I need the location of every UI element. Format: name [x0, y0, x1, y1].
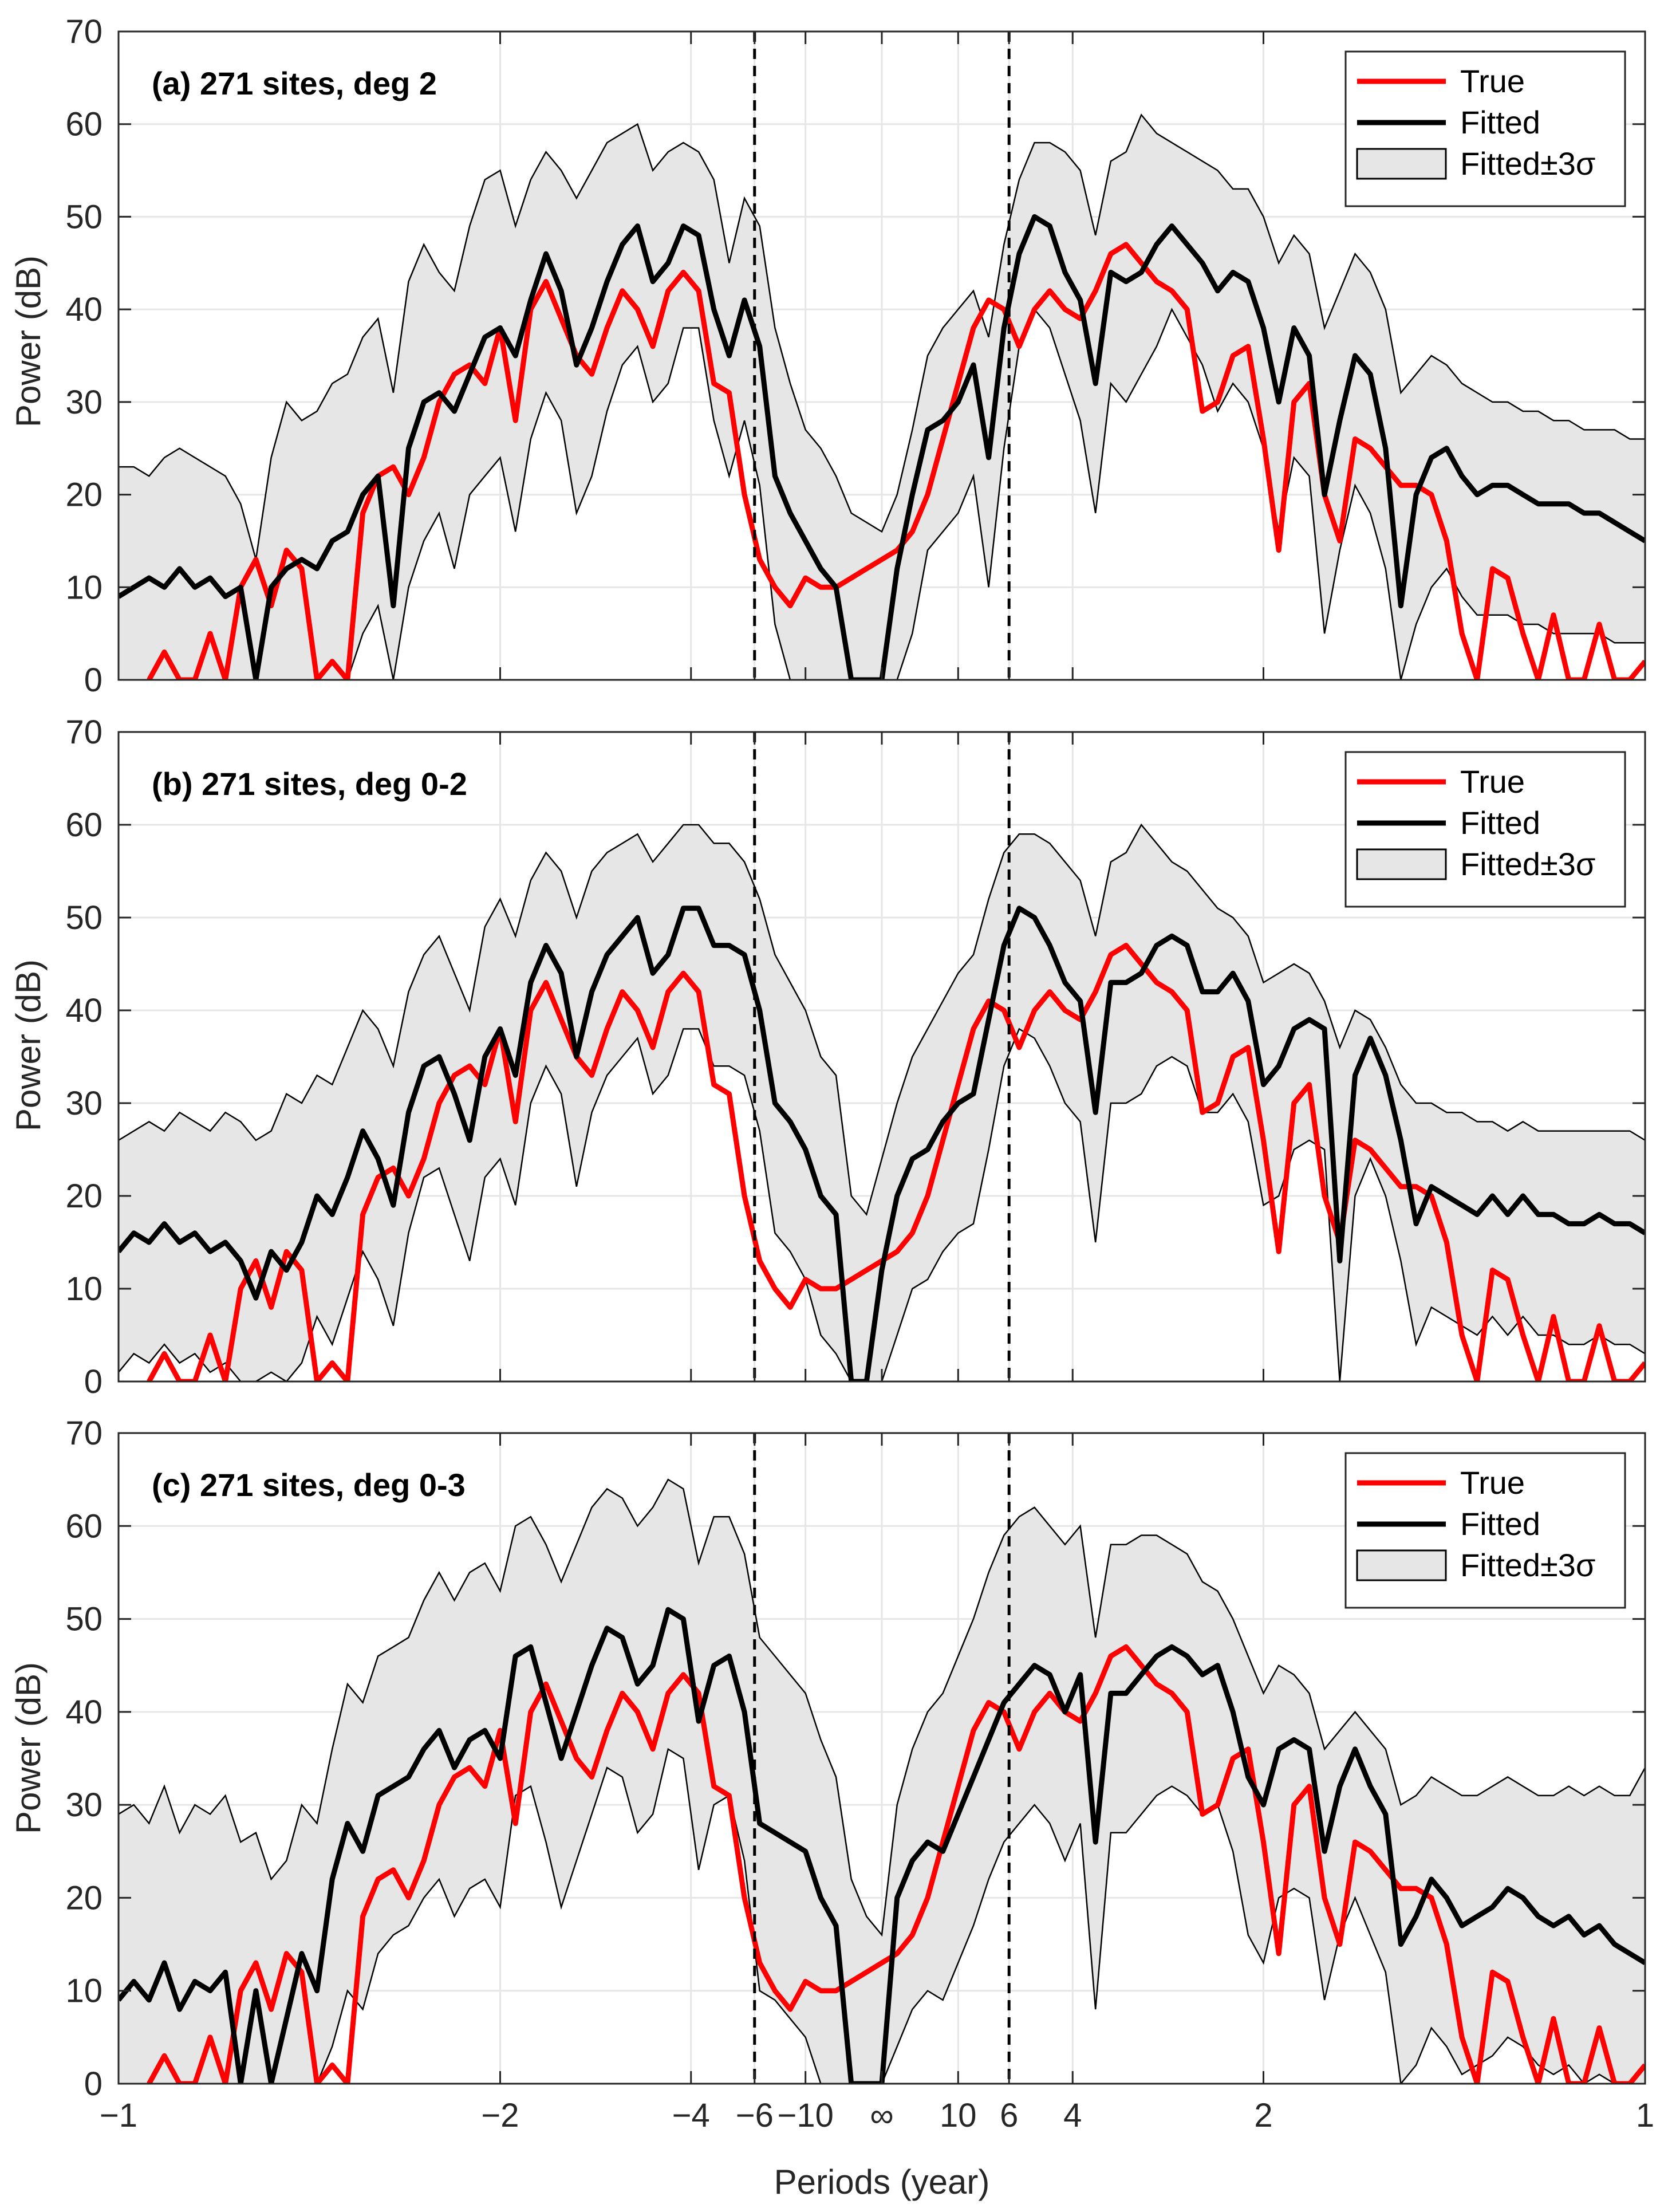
y-tick-label: 30 [65, 1786, 102, 1824]
panel-a: 0 10 20 30 40 50 60 70 (a) 271 sites, deg 2 True F… [65, 13, 1646, 699]
y-tick-label: 60 [65, 1508, 102, 1545]
y-axis-label-c: Power (dB) [9, 1662, 48, 1834]
x-tick-label: −10 [778, 2097, 834, 2134]
x-tick-label: 10 [940, 2097, 977, 2134]
y-tick-label: 60 [65, 106, 102, 143]
series-fitted-line [119, 214, 1645, 680]
legend-box [1344, 751, 1626, 908]
confidence-band [119, 825, 1645, 1381]
band-upper-edge [119, 1478, 1645, 1937]
y-tick-label: 10 [65, 1973, 102, 2010]
y-tick-label: 40 [65, 992, 102, 1029]
x-tick-label: 4 [1063, 2097, 1082, 2134]
plot-content [119, 113, 1645, 680]
y-tick-label: 50 [65, 198, 102, 235]
panel-title: (a) 271 sites, deg 2 [152, 65, 437, 101]
legend-label: Fitted [1460, 1506, 1540, 1542]
band-lower-edge [119, 1747, 1645, 2084]
y-tick-label: 10 [65, 1270, 102, 1308]
series-fitted-line [119, 906, 1645, 1381]
y-tick-label: 50 [65, 899, 102, 936]
y-axis-label-a: Power (dB) [9, 255, 48, 427]
y-tick-label: 30 [65, 1085, 102, 1122]
band-lower-edge [119, 1028, 1645, 1381]
series-fitted-line [119, 1607, 1645, 2084]
legend-swatch-band [1356, 848, 1447, 880]
y-tick-label: 10 [65, 569, 102, 606]
x-tick-label: −1 [100, 2097, 137, 2134]
band-upper-edge [119, 823, 1645, 1217]
legend-box [1344, 1452, 1626, 1609]
panel-c: 0 10 20 30 40 50 60 70 −1 −2 −4 −6 −10 ∞ 10 6 4 2 1 (c) 271… [65, 1415, 1654, 2134]
x-tick-label: 1 [1636, 2097, 1654, 2134]
y-tick-label: 50 [65, 1601, 102, 1638]
y-axis-label-b: Power (dB) [9, 959, 48, 1131]
y-tick-label: 20 [65, 1879, 102, 1916]
y-tick-label: 0 [84, 662, 102, 699]
y-tick-label: 20 [65, 1178, 102, 1215]
x-tick-label: 6 [1000, 2097, 1018, 2134]
y-tick-label: 70 [65, 714, 102, 751]
band-lower-edge [119, 308, 1645, 680]
panel-title: (c) 271 sites, deg 0-3 [152, 1467, 466, 1503]
y-tick-label: 70 [65, 13, 102, 50]
plot-content [119, 823, 1645, 1381]
y-tick-label: 0 [84, 2065, 102, 2103]
x-tick-label: −6 [736, 2097, 774, 2134]
y-tick-label: 40 [65, 291, 102, 328]
x-axis-label: Periods (year) [774, 2163, 990, 2201]
x-tick-label: 2 [1254, 2097, 1272, 2134]
y-tick-label: 40 [65, 1694, 102, 1731]
legend-box [1344, 50, 1626, 207]
confidence-band [119, 115, 1645, 680]
x-tick-label: ∞ [870, 2097, 893, 2134]
legend-label: Fitted±3σ [1460, 846, 1596, 882]
y-tick-label: 30 [65, 384, 102, 421]
plot-content [119, 1478, 1645, 2084]
legend-label: True [1460, 1465, 1525, 1501]
legend-swatch-band [1356, 1549, 1447, 1581]
confidence-band [119, 1479, 1645, 2084]
legend-label: True [1460, 63, 1525, 99]
y-tick-label: 20 [65, 477, 102, 514]
legend-swatch-band [1356, 148, 1447, 180]
y-tick-label: 60 [65, 806, 102, 844]
x-tick-label: −4 [672, 2097, 710, 2134]
y-tick-label: 0 [84, 1363, 102, 1400]
legend-label: Fitted±3σ [1460, 145, 1596, 182]
legend-label: Fitted±3σ [1460, 1547, 1596, 1583]
x-tick-label: −2 [481, 2097, 519, 2134]
panel-title: (b) 271 sites, deg 0-2 [152, 766, 467, 802]
legend-label: Fitted [1460, 104, 1540, 140]
y-tick-label: 70 [65, 1415, 102, 1452]
panel-b: 0 10 20 30 40 50 60 70 (b) 271 sites, deg 0-2 Tru… [65, 714, 1646, 1400]
legend-label: True [1460, 763, 1525, 800]
band-upper-edge [119, 113, 1645, 560]
series-true-line [147, 242, 1645, 680]
legend-label: Fitted [1460, 805, 1540, 841]
